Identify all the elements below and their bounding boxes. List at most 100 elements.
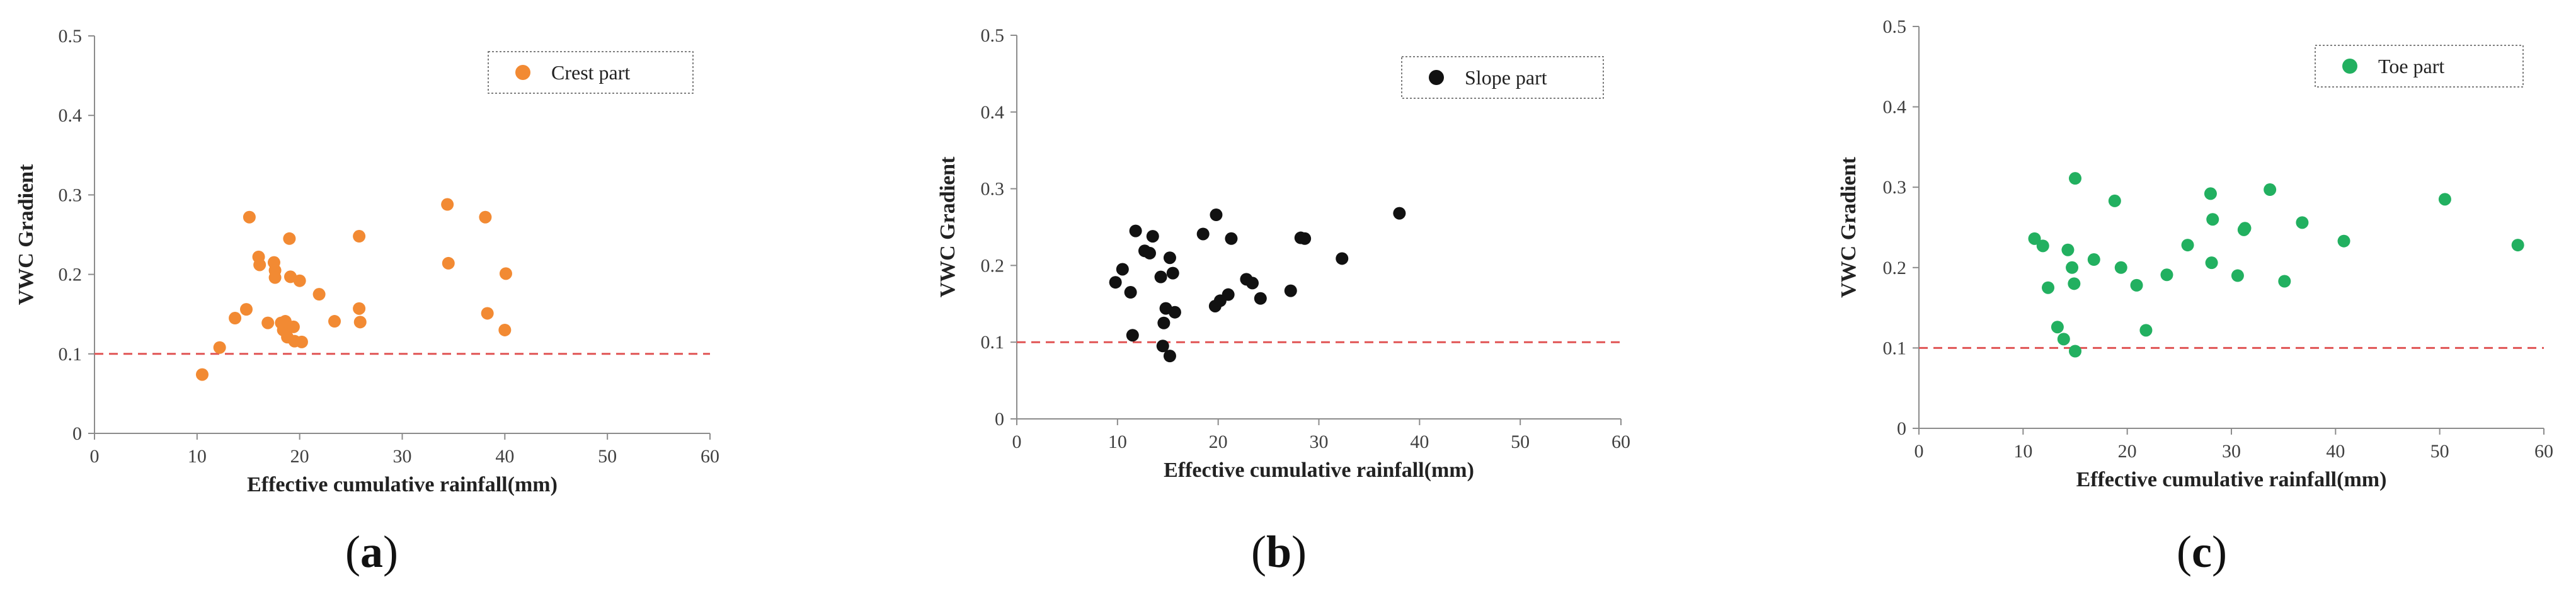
data-point <box>1393 207 1406 220</box>
data-point <box>1222 288 1235 301</box>
x-tick-label: 40 <box>1410 431 1429 452</box>
legend-label: Slope part <box>1465 66 1547 89</box>
data-point <box>1246 277 1259 290</box>
data-point <box>1109 276 1122 289</box>
y-tick-label: 0.3 <box>1883 177 1907 198</box>
caption-paren: ) <box>1291 527 1307 577</box>
y-tick-label: 0.2 <box>1883 258 1907 278</box>
data-point <box>2087 253 2100 266</box>
data-point <box>1163 251 1176 265</box>
data-point <box>293 274 306 287</box>
data-point <box>295 335 308 348</box>
data-point <box>353 230 366 243</box>
y-tick-label: 0.3 <box>981 179 1005 200</box>
x-tick-label: 60 <box>2534 441 2553 462</box>
y-tick-label: 0.2 <box>981 255 1005 276</box>
x-tick-label: 0 <box>1012 431 1022 452</box>
y-axis-title: VWC Gradient <box>1837 156 1860 298</box>
y-tick-label: 0.5 <box>59 26 83 47</box>
data-point <box>2337 234 2350 248</box>
y-axis-title: VWC Gradient <box>14 164 38 306</box>
data-point <box>1196 227 1210 241</box>
data-point <box>1157 316 1171 329</box>
y-tick-label: 0 <box>995 409 1004 430</box>
y-tick-label: 0 <box>72 423 82 444</box>
legend-label: Toe part <box>2378 55 2444 77</box>
x-tick-label: 40 <box>495 446 514 467</box>
data-point <box>2264 183 2277 197</box>
data-point <box>353 302 366 315</box>
y-tick-label: 0.5 <box>1883 16 1907 37</box>
data-point <box>2042 281 2055 294</box>
data-point <box>213 341 226 354</box>
x-axis-title: Effective cumulative rainfall(mm) <box>2076 468 2387 491</box>
data-point <box>2231 269 2244 282</box>
caption-paren: ) <box>383 527 398 577</box>
data-point <box>243 210 256 224</box>
legend-label: Crest part <box>551 61 630 84</box>
data-point <box>2057 333 2070 346</box>
x-tick-label: 20 <box>2118 441 2137 462</box>
caption-letter: c <box>2192 527 2212 577</box>
x-tick-label: 60 <box>1611 431 1630 452</box>
data-point <box>2069 172 2081 185</box>
data-point <box>1116 263 1129 276</box>
data-point <box>253 258 266 271</box>
data-point <box>1146 230 1159 243</box>
x-axis-title: Effective cumulative rainfall(mm) <box>1164 459 1474 482</box>
data-point <box>287 320 300 333</box>
legend-marker <box>515 65 530 80</box>
caption-paren: ( <box>2177 527 2192 577</box>
caption-paren: ( <box>345 527 360 577</box>
data-point <box>2238 222 2252 235</box>
data-point <box>1284 284 1297 297</box>
y-tick-label: 0.2 <box>59 265 83 285</box>
x-tick-label: 50 <box>1511 431 1530 452</box>
data-point <box>2036 239 2049 253</box>
x-tick-label: 0 <box>1915 441 1924 462</box>
x-tick-label: 20 <box>1209 431 1228 452</box>
data-point <box>2205 256 2218 270</box>
data-point <box>2114 261 2127 274</box>
x-tick-label: 10 <box>188 446 207 467</box>
caption-letter: b <box>1266 527 1291 577</box>
y-axis-title: VWC Gradient <box>936 156 959 298</box>
data-point <box>2278 275 2291 288</box>
y-tick-label: 0 <box>1897 418 1906 439</box>
x-tick-label: 20 <box>290 446 309 467</box>
x-tick-label: 50 <box>2430 441 2449 462</box>
legend-marker <box>2342 59 2357 74</box>
data-point <box>1336 252 1349 265</box>
data-point <box>2438 193 2451 206</box>
y-tick-label: 0.4 <box>1883 97 1907 118</box>
data-point <box>499 267 512 280</box>
caption-paren: ( <box>1251 527 1266 577</box>
data-point <box>2061 243 2075 256</box>
data-point <box>498 323 512 336</box>
data-point <box>195 368 209 381</box>
y-tick-label: 0.4 <box>59 105 83 126</box>
data-point <box>2130 278 2143 292</box>
data-point <box>1163 350 1176 363</box>
data-point <box>1124 286 1137 299</box>
data-point <box>2160 268 2173 282</box>
data-point <box>2028 232 2041 245</box>
data-point <box>312 288 326 301</box>
data-point <box>328 315 341 328</box>
legend: Toe part <box>2315 45 2524 88</box>
legend-marker <box>1429 70 1444 85</box>
data-point <box>1154 270 1167 283</box>
data-point <box>1225 232 1238 245</box>
data-point <box>1210 208 1223 222</box>
x-tick-label: 30 <box>393 446 412 467</box>
data-point <box>442 256 455 270</box>
legend: Slope part <box>1401 56 1604 99</box>
x-tick-label: 60 <box>701 446 719 467</box>
data-point <box>1129 224 1142 237</box>
data-point <box>229 312 242 325</box>
data-point <box>2511 239 2524 252</box>
data-point <box>283 232 296 245</box>
y-tick-label: 0.3 <box>59 185 83 205</box>
data-point <box>2051 321 2064 334</box>
